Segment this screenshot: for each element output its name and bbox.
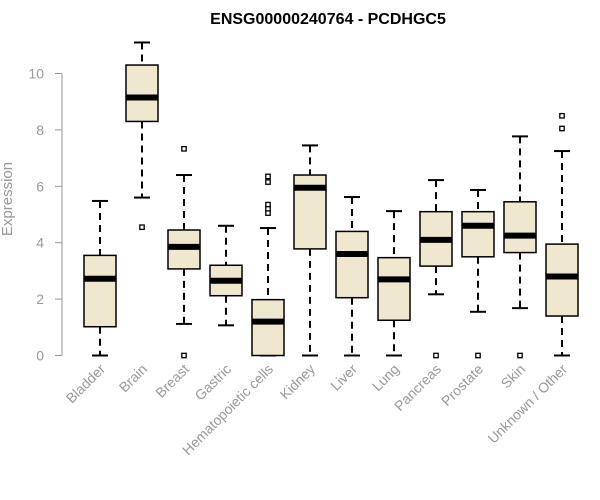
box-iqr xyxy=(125,64,159,123)
box-iqr xyxy=(545,243,579,317)
box-lung xyxy=(377,210,411,357)
outlier-point xyxy=(433,352,439,359)
x-category-label: Skin xyxy=(498,361,529,392)
y-tick-label: 2 xyxy=(36,291,44,307)
outlier-point xyxy=(139,224,145,231)
outlier-point xyxy=(559,125,565,132)
y-tick-label: 8 xyxy=(36,122,44,138)
chart-title: ENSG00000240764 - PCDHGC5 xyxy=(210,11,446,28)
box-breast xyxy=(167,145,201,359)
y-tick-label: 6 xyxy=(36,178,44,194)
box-unknown-other xyxy=(545,112,579,357)
y-tick-label: 4 xyxy=(36,235,44,251)
box-skin xyxy=(503,135,537,359)
x-category-label: Bladder xyxy=(63,361,109,407)
box-hematopoietic-cells xyxy=(251,173,285,357)
x-category-label: Lung xyxy=(369,361,402,394)
box-iqr xyxy=(335,230,369,299)
box-pancreas xyxy=(419,179,453,359)
x-category-label: Prostate xyxy=(438,361,486,409)
x-category-label: Liver xyxy=(327,361,360,394)
box-iqr xyxy=(377,256,411,321)
y-tick-label: 10 xyxy=(28,66,44,82)
box-iqr xyxy=(83,254,117,328)
outlier-point xyxy=(181,352,187,359)
box-kidney xyxy=(293,144,327,357)
x-category-label: Unknown / Other xyxy=(485,361,571,447)
x-category-label: Brain xyxy=(116,361,150,395)
outlier-point xyxy=(181,145,187,152)
y-axis-label: Expression xyxy=(0,162,16,236)
box-prostate xyxy=(461,188,495,359)
box-gastric xyxy=(209,224,243,327)
outlier-point xyxy=(517,352,523,359)
outlier-point xyxy=(265,173,271,180)
box-iqr xyxy=(503,201,537,254)
box-iqr xyxy=(461,210,495,258)
box-iqr xyxy=(251,298,285,357)
x-category-label: Pancreas xyxy=(391,361,444,414)
outlier-point xyxy=(265,179,271,185)
box-liver xyxy=(335,196,369,357)
outlier-point xyxy=(559,112,565,119)
plot-area xyxy=(83,41,579,359)
outlier-point xyxy=(265,210,271,216)
y-axis: 0 2 4 6 8 10 xyxy=(28,66,63,364)
y-tick-label: 0 xyxy=(36,348,44,364)
box-brain xyxy=(125,41,159,231)
box-bladder xyxy=(83,199,117,357)
x-category-label: Breast xyxy=(152,361,192,401)
outlier-point xyxy=(475,352,481,359)
x-category-label: Kidney xyxy=(277,361,319,403)
